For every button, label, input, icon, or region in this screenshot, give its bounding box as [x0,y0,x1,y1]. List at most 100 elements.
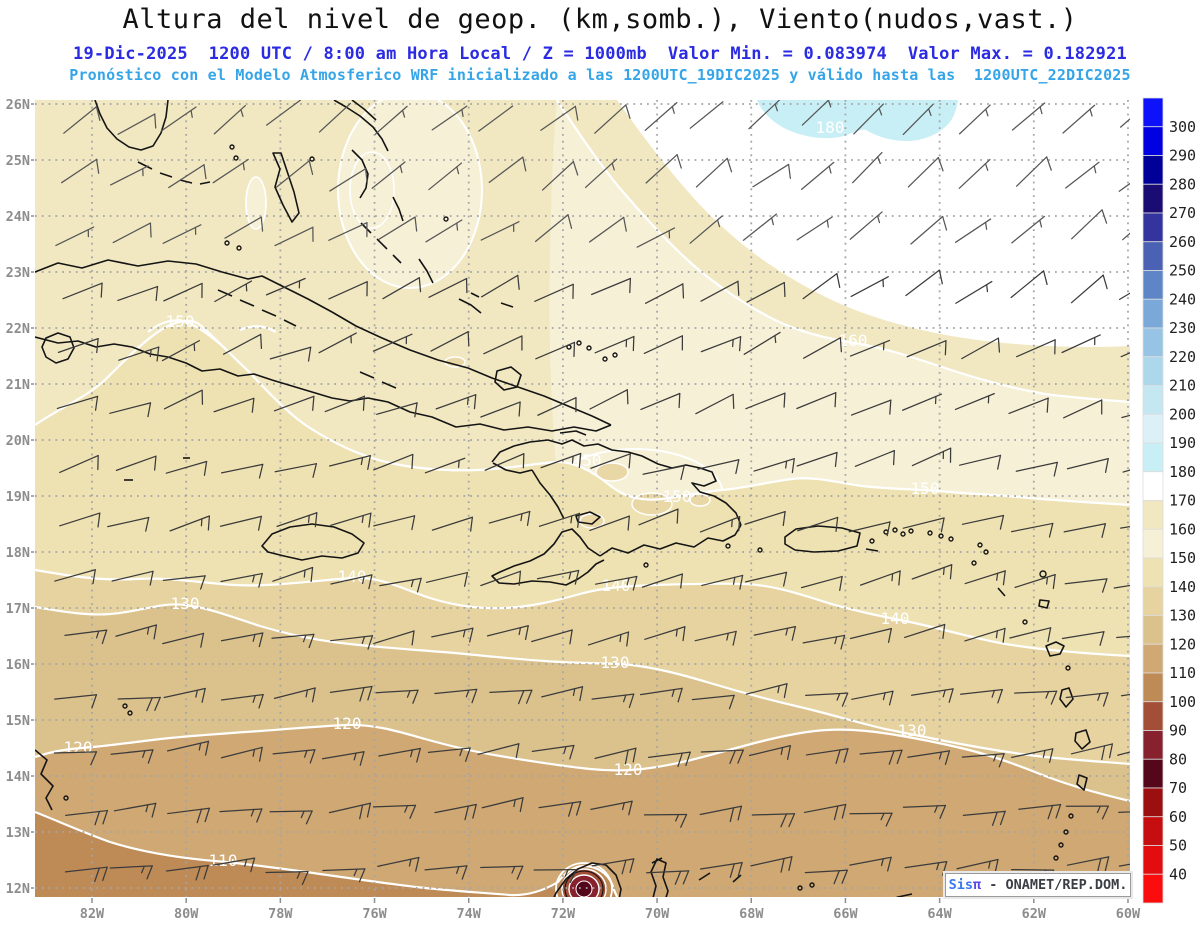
lon-axis-label: 60W [1116,906,1141,922]
colorbar-segment [1142,758,1164,789]
wind-barb [214,280,253,303]
wind-barb [113,802,157,818]
wind-barb [219,515,262,531]
wind-barb [109,865,153,880]
wind-barb [274,463,318,478]
wind-barb [272,566,314,583]
colorbar-label: 130 [1169,607,1196,625]
wind-barb [643,335,684,355]
wind-barb [425,571,469,587]
wind-barb [1121,414,1130,419]
wind-barb [796,392,837,410]
wind-barb [743,331,781,355]
colorbar-segment [1142,615,1164,645]
wind-barb [590,277,632,296]
wind-barb [902,804,947,820]
colorbar: 300 290 280 270 260 250 240 230 220 210 200 190 180 1… [1142,97,1196,904]
wind-barb [534,214,573,243]
branding-sis: Sis [948,877,973,893]
wind-barb [859,570,901,586]
wind-barb [689,101,724,129]
wind-barb [266,100,302,126]
wind-barb [744,571,788,587]
wind-barb [848,521,891,537]
wind-barb [753,625,797,641]
colorbar-segment [1142,327,1164,358]
lat-axis-label: 18N [6,545,30,561]
wind-barb [328,222,368,241]
wind-barb [701,574,744,590]
wind-barb [424,865,468,880]
colorbar-segment [1142,442,1164,473]
wind-barb [273,687,316,703]
wind-barb [480,570,522,587]
wind-barb [1065,161,1100,189]
wind-barb [962,810,1006,826]
wind-barb [219,808,263,823]
colorbar-segment [1142,557,1164,588]
wind-barb [853,103,884,135]
wind-barb [694,630,737,646]
colorbar-label: 210 [1169,377,1196,395]
wind-barb [430,331,470,352]
colorbar-label: 250 [1169,262,1196,280]
colorbar-segment [1142,586,1164,616]
wind-barb [161,340,201,362]
lat-axis-label: 26N [6,97,30,113]
model-run-subtitle: 19-Dic-2025 1200 UTC / 8:00 am Hora Loca… [73,44,1127,64]
colorbar-segment [1142,270,1164,300]
wind-barb [59,512,101,528]
lon-axis-label: 70W [645,906,670,922]
wind-barb [110,165,149,186]
wind-barb [849,339,891,357]
wind-barb [212,158,249,184]
wind-barb [641,573,683,589]
wind-barb [538,512,581,528]
wind-barb [373,453,414,471]
wind-barb [800,161,835,191]
wind-barb [584,158,618,189]
wind-barb [65,809,109,826]
wind-barb [330,512,372,528]
wind-barb [481,274,520,298]
wind-barb [480,221,520,241]
wind-barb [377,856,420,872]
lat-axis-label: 23N [6,265,30,281]
wind-barb [910,215,948,245]
wind-barb [488,510,531,526]
wind-barb [1117,751,1130,756]
wind-barb [642,465,685,480]
wind-barb [162,575,206,590]
wind-barb [901,393,943,411]
wind-barb [480,865,524,880]
wind-barb [801,100,832,126]
wind-barb [1016,339,1056,358]
lon-axis-label: 78W [268,906,293,922]
wind-barb [1018,803,1062,820]
wind-barb [117,285,159,302]
colorbar-label: 230 [1169,319,1196,337]
wind-barb [220,693,264,709]
wind-barb [591,858,635,875]
wind-barb [1120,693,1130,697]
wind-barb [324,395,365,413]
wind-barb [699,516,741,533]
wind-barb [374,105,408,135]
wind-barb [1063,523,1106,538]
wind-barb [1066,856,1110,873]
wind-barb [636,227,676,248]
lon-axis-label: 64W [927,906,952,922]
wind-barb [751,813,796,828]
colorbar-label: 50 [1169,837,1187,855]
wind-barb [1061,334,1101,354]
wind-barb [850,276,889,298]
wind-barb [1120,352,1130,358]
lon-axis-label: 74W [457,906,482,922]
wind-barb [213,397,255,413]
wind-barb [376,402,418,418]
wind-barb [63,106,101,134]
wind-barb [531,744,575,760]
lat-axis-label: 22N [6,321,30,337]
wind-barb [166,740,210,756]
wind-barb [956,858,999,874]
